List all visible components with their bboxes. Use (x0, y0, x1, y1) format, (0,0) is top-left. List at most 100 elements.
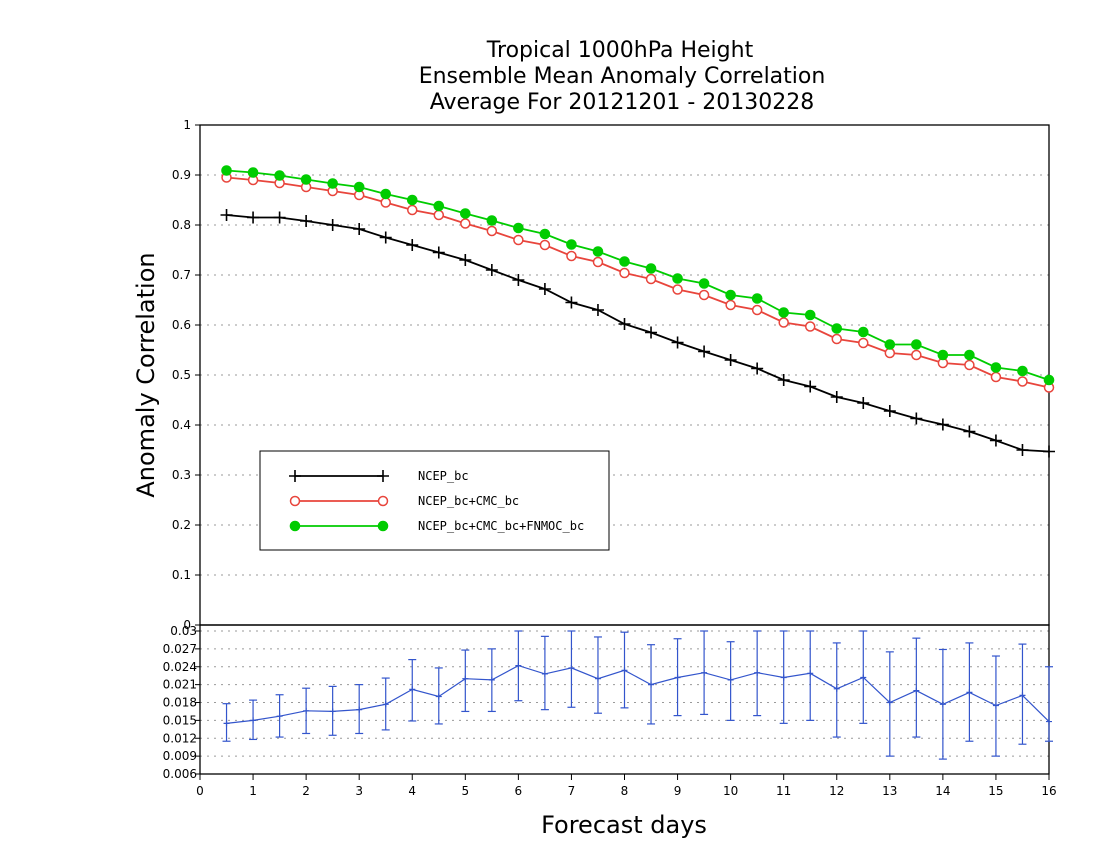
x-tick-label: 6 (515, 784, 523, 798)
data-point (460, 218, 471, 229)
y-tick-label: 0.024 (163, 660, 197, 674)
chart-title-line-2: Ensemble Mean Anomaly Correlation (419, 64, 826, 89)
data-point (964, 349, 975, 361)
legend-entry-label: NCEP_bc (418, 469, 469, 483)
data-point (353, 181, 365, 193)
data-point (433, 200, 445, 212)
data-point (884, 339, 896, 350)
data-point (618, 318, 631, 330)
y-tick-label: 0.7 (172, 268, 191, 282)
data-point (406, 194, 418, 206)
difference-series (222, 630, 1053, 760)
data-point (247, 211, 260, 224)
data-point (671, 336, 684, 349)
difference-point (780, 674, 787, 681)
x-tick-label: 4 (408, 784, 416, 798)
chart-title-line-1: Tropical 1000hPa Height (486, 38, 754, 63)
difference-point (515, 662, 522, 669)
difference-point (833, 685, 840, 692)
difference-point (1019, 692, 1026, 699)
x-tick-label: 1 (249, 784, 257, 798)
series-line (226, 214, 1050, 453)
data-point (645, 263, 657, 274)
difference-point (939, 701, 946, 708)
data-point (565, 296, 578, 309)
data-point (857, 326, 869, 338)
legend-marker (377, 520, 389, 532)
y-tick-label: 0.027 (163, 642, 197, 656)
data-point (858, 337, 869, 349)
difference-point (250, 717, 257, 724)
difference-point (594, 675, 601, 682)
difference-point (992, 702, 999, 709)
data-point (936, 418, 949, 431)
data-point (513, 234, 524, 246)
y-tick-label: 0.021 (163, 678, 197, 692)
data-point (592, 256, 604, 268)
data-point (513, 222, 524, 234)
difference-point (303, 707, 310, 714)
legend-marker (289, 520, 301, 532)
data-point (539, 239, 551, 251)
x-tick-label: 14 (935, 784, 950, 798)
difference-point (701, 669, 708, 676)
x-tick-label: 7 (568, 784, 576, 798)
data-point (804, 309, 816, 321)
x-tick-label: 11 (776, 784, 791, 798)
y-tick-label: 0 (183, 618, 191, 632)
data-point (698, 278, 710, 289)
data-point (406, 239, 419, 251)
x-tick-label: 0 (196, 784, 204, 798)
difference-point (435, 693, 442, 700)
data-point (777, 374, 790, 386)
difference-point (356, 706, 363, 713)
difference-point (674, 674, 681, 681)
data-point (538, 283, 551, 295)
difference-point (913, 687, 920, 694)
x-tick-label: 2 (302, 784, 310, 798)
data-point (566, 239, 577, 250)
y-tick-label: 0.2 (172, 518, 191, 532)
x-axis-label: Forecast days (541, 811, 707, 839)
data-point (698, 345, 711, 358)
difference-y-axis-ticks: 0.006 0.009 0.012 0.015 0.018 0.021 0.024 0.027… (163, 624, 200, 781)
difference-point (886, 699, 893, 706)
data-point (751, 293, 763, 304)
x-tick-label: 13 (882, 784, 897, 798)
legend-marker (377, 495, 389, 507)
difference-point (276, 713, 283, 720)
data-point (459, 254, 472, 266)
data-point (486, 215, 498, 226)
x-tick-label: 10 (723, 784, 738, 798)
data-point (989, 434, 1002, 447)
data-point (433, 209, 445, 221)
y-tick-label: 0.1 (172, 568, 191, 582)
data-point (725, 289, 736, 301)
difference-point (382, 701, 389, 708)
data-point (380, 188, 392, 200)
main-y-axis-ticks: 0 0.1 0.2 0.3 0.4 0.5 0.6 0.7 0.8 0.9 1 (172, 118, 200, 632)
data-point (486, 225, 498, 237)
y-tick-label: 0.3 (172, 468, 191, 482)
data-point (778, 307, 789, 318)
data-point (247, 167, 259, 178)
legend-entry-label: NCEP_bc+CMC_bc (418, 494, 519, 508)
difference-point (488, 676, 495, 683)
data-point (778, 317, 789, 328)
data-point (326, 219, 339, 231)
legend: NCEP_bc NCEP_bc+CMC_bc NCEP_bc+CMC_bc+FNMO… (259, 450, 610, 551)
x-axis-ticks: 0 1 2 3 4 5 6 7 8 9 10 11 12 13 14 15 16 (196, 774, 1057, 798)
legend-marker (289, 470, 301, 482)
data-point (300, 174, 312, 185)
data-point (910, 412, 923, 425)
difference-point (329, 708, 336, 715)
data-point (990, 362, 1002, 373)
chart-title-line-3: Average For 20121201 - 20130228 (430, 90, 815, 115)
x-tick-label: 8 (621, 784, 629, 798)
y-tick-label: 0.8 (172, 218, 191, 232)
difference-point (1046, 718, 1052, 725)
difference-point (754, 669, 761, 676)
y-tick-label: 0.9 (172, 168, 191, 182)
difference-line (226, 664, 1050, 724)
difference-point (966, 689, 973, 696)
